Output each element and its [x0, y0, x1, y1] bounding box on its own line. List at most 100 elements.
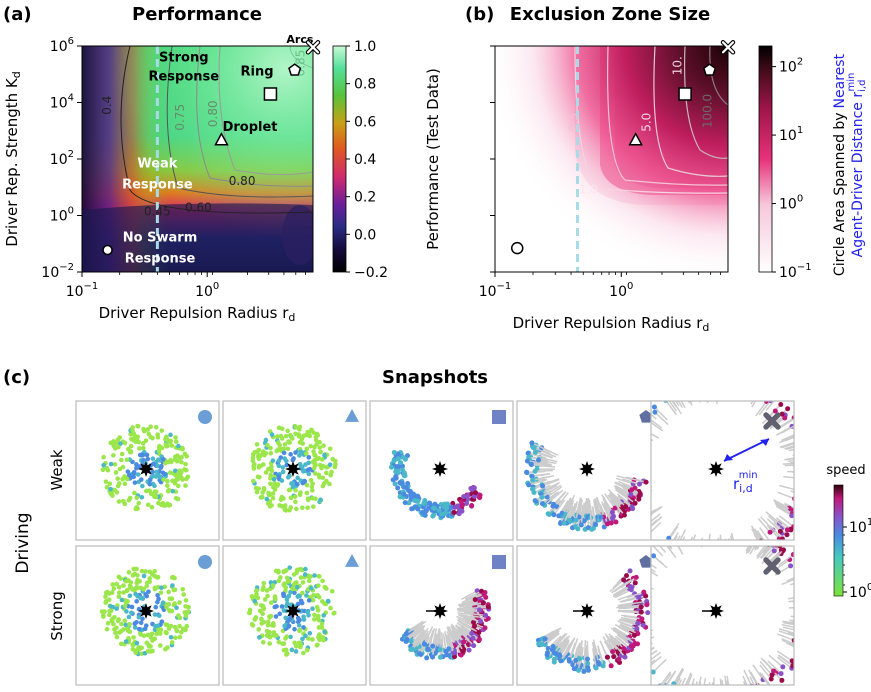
driver-star-icon: [138, 603, 154, 619]
exclusion-colorbar-label-line2: Agent-Driver Distance ri,dmin: [846, 73, 868, 258]
min-distance-arrowhead-end: [760, 439, 769, 446]
snapshot-frame: [369, 545, 514, 686]
snapshot-weak-4: [516, 400, 661, 541]
snapshot-frame: [75, 545, 220, 686]
panel-a-marker-square-icon: [263, 87, 278, 101]
snapshot-weak-2: [222, 400, 367, 541]
speed-colorbar-tick-label-0: 101: [849, 517, 871, 536]
driver-star-icon: [708, 603, 724, 619]
panel-a-x-axis-label: Driver Repulsion Radius rd: [99, 304, 296, 324]
panel-b-contour-label-2: 5.0: [639, 113, 653, 132]
panel-a-x-tick-label-0: 10−1: [66, 281, 99, 300]
exclusion-colorbar-label-line1: Circle Area Spanned byNearest: [832, 53, 848, 276]
agent-points: [535, 568, 651, 675]
panel-b-contour-label-0: 0.5: [566, 113, 580, 132]
driver-star-icon: [579, 603, 595, 619]
driver-star-icon: [285, 461, 301, 477]
snapshot-strong-5: [650, 545, 795, 686]
panel-b-marker-pentagon-icon: [702, 63, 717, 76]
panel-a-contour-label-0: 0.45: [144, 205, 171, 219]
exclusion-colorbar-tick-label-1: 101: [779, 125, 803, 144]
panel-a-y-tick-label-1: 100: [50, 206, 74, 225]
panel-b-heatmap: [495, 46, 728, 272]
performance-colorbar-tick-label-6: −0.2: [354, 265, 388, 281]
driver-star-icon: [432, 461, 448, 477]
panel-a-contour-label-5: 0.80: [206, 100, 220, 127]
panel-a-contour-label-2: 0.80: [229, 174, 256, 188]
panel-a-y-tick-label-4: 106: [50, 36, 74, 55]
panel-c-title: Snapshots: [382, 367, 488, 388]
row-label-weak: Weak: [48, 449, 66, 490]
panel-b-marker-triangle-icon: [628, 132, 643, 146]
snapshot-marker-triangle-icon: [345, 553, 359, 567]
panel-b-x-tick-label-0: 10−1: [479, 281, 512, 300]
exclusion-colorbar-tick-label-2: 100: [779, 194, 803, 213]
panel-c-label: (c): [3, 367, 30, 388]
panel-a-label: (a): [3, 4, 32, 25]
panel-a-annotation-7: No Swarm: [123, 231, 197, 246]
speed-colorbar-ticks: 101 100: [843, 517, 871, 601]
snapshot-marker-square-icon: [492, 555, 506, 569]
panel-a: (a) Performance 0.45 0.60 0.80 0.4 0.75 0.80 0…: [3, 4, 442, 324]
panel-b-marker-cross-icon: [720, 40, 736, 55]
panel-b-marker-square-icon: [678, 87, 692, 101]
snapshot-marker-circle-icon: [198, 555, 212, 569]
panel-a-annotation-5: Weak: [137, 157, 177, 172]
snapshot-grid: ri,dmin: [75, 400, 795, 686]
snapshot-frame: [369, 400, 514, 541]
snapshot-marker-square-icon: [492, 410, 506, 424]
panel-a-marker-pentagon-icon: [288, 63, 302, 76]
panel-a-y-tick-label-2: 102: [50, 149, 74, 168]
snapshot-marker-pentagon-icon: [639, 555, 653, 568]
driver-star-icon: [708, 461, 724, 477]
snapshot-weak-1: [75, 400, 220, 541]
snapshot-frame: [75, 400, 220, 541]
panel-a-annotation-3: Ring: [241, 65, 274, 80]
agent-points: [250, 423, 338, 513]
performance-colorbar-tick-label-4: 0.2: [354, 190, 376, 206]
panel-a-marker-triangle-icon: [214, 132, 229, 146]
driver-star-icon: [579, 461, 595, 477]
panel-c: (c) Snapshots Driving Weak Strong ri,dmi…: [3, 367, 871, 686]
driver-star-icon: [432, 603, 448, 619]
snapshot-marker-cross-icon: [763, 412, 781, 430]
panel-a-x-ticks: 10−1 100: [66, 272, 306, 300]
performance-colorbar: [332, 45, 347, 273]
snapshot-frame: [650, 545, 795, 686]
performance-colorbar-label: Performance (Test Data): [424, 68, 442, 250]
agent-points: [651, 546, 794, 685]
panel-a-y-axis-label: Driver Rep. Strength Kd: [3, 71, 23, 246]
panel-a-markers: [102, 40, 321, 256]
panel-a-marker-cross-icon: [305, 40, 321, 55]
performance-colorbar-tick-label-1: 0.8: [354, 77, 376, 93]
panel-a-y-tick-label-0: 10−2: [41, 262, 74, 281]
agent-points: [246, 565, 337, 657]
min-distance-arrow: [723, 438, 770, 462]
panel-b-contour-label-3: 10.: [671, 56, 685, 75]
panel-b-contour-label-4: 100.0: [701, 94, 715, 128]
snapshot-strong-4: [516, 545, 661, 686]
agent-points: [399, 588, 492, 661]
panel-a-annotation-2: Response: [148, 70, 219, 85]
panel-a-annotation-4: Droplet: [223, 120, 278, 135]
snapshot-strong-1: [75, 545, 220, 686]
panel-b-title: Exclusion Zone Size: [510, 4, 710, 25]
agent-points: [99, 566, 192, 657]
exclusion-colorbar-tick-label-3: 10−1: [779, 262, 812, 281]
driver-star-icon: [285, 603, 301, 619]
driver-star-icon: [138, 461, 154, 477]
agent-points: [388, 449, 483, 521]
snapshot-frame: [650, 400, 795, 541]
panel-b-x-ticks: 10−1 100: [479, 272, 721, 300]
agent-points: [100, 423, 191, 512]
performance-colorbar-tick-label-5: 0.0: [354, 227, 376, 243]
panel-a-y-tick-label-3: 104: [50, 93, 74, 112]
panel-b: (b) Exclusion Zone Size 0.5 1.0 5.0 10. 100.…: [465, 4, 868, 334]
speed-colorbar-tick-label-1: 100: [849, 582, 871, 601]
snapshot-frame: [222, 545, 367, 686]
exclusion-colorbar-ticks: 102 101 100 10−1: [772, 57, 812, 281]
speed-colorbar-label: speed: [826, 463, 865, 478]
panel-b-x-axis-label: Driver Repulsion Radius rd: [513, 314, 710, 334]
panel-b-contour-labels: 0.5 1.0 5.0 10. 100.0: [566, 56, 714, 196]
